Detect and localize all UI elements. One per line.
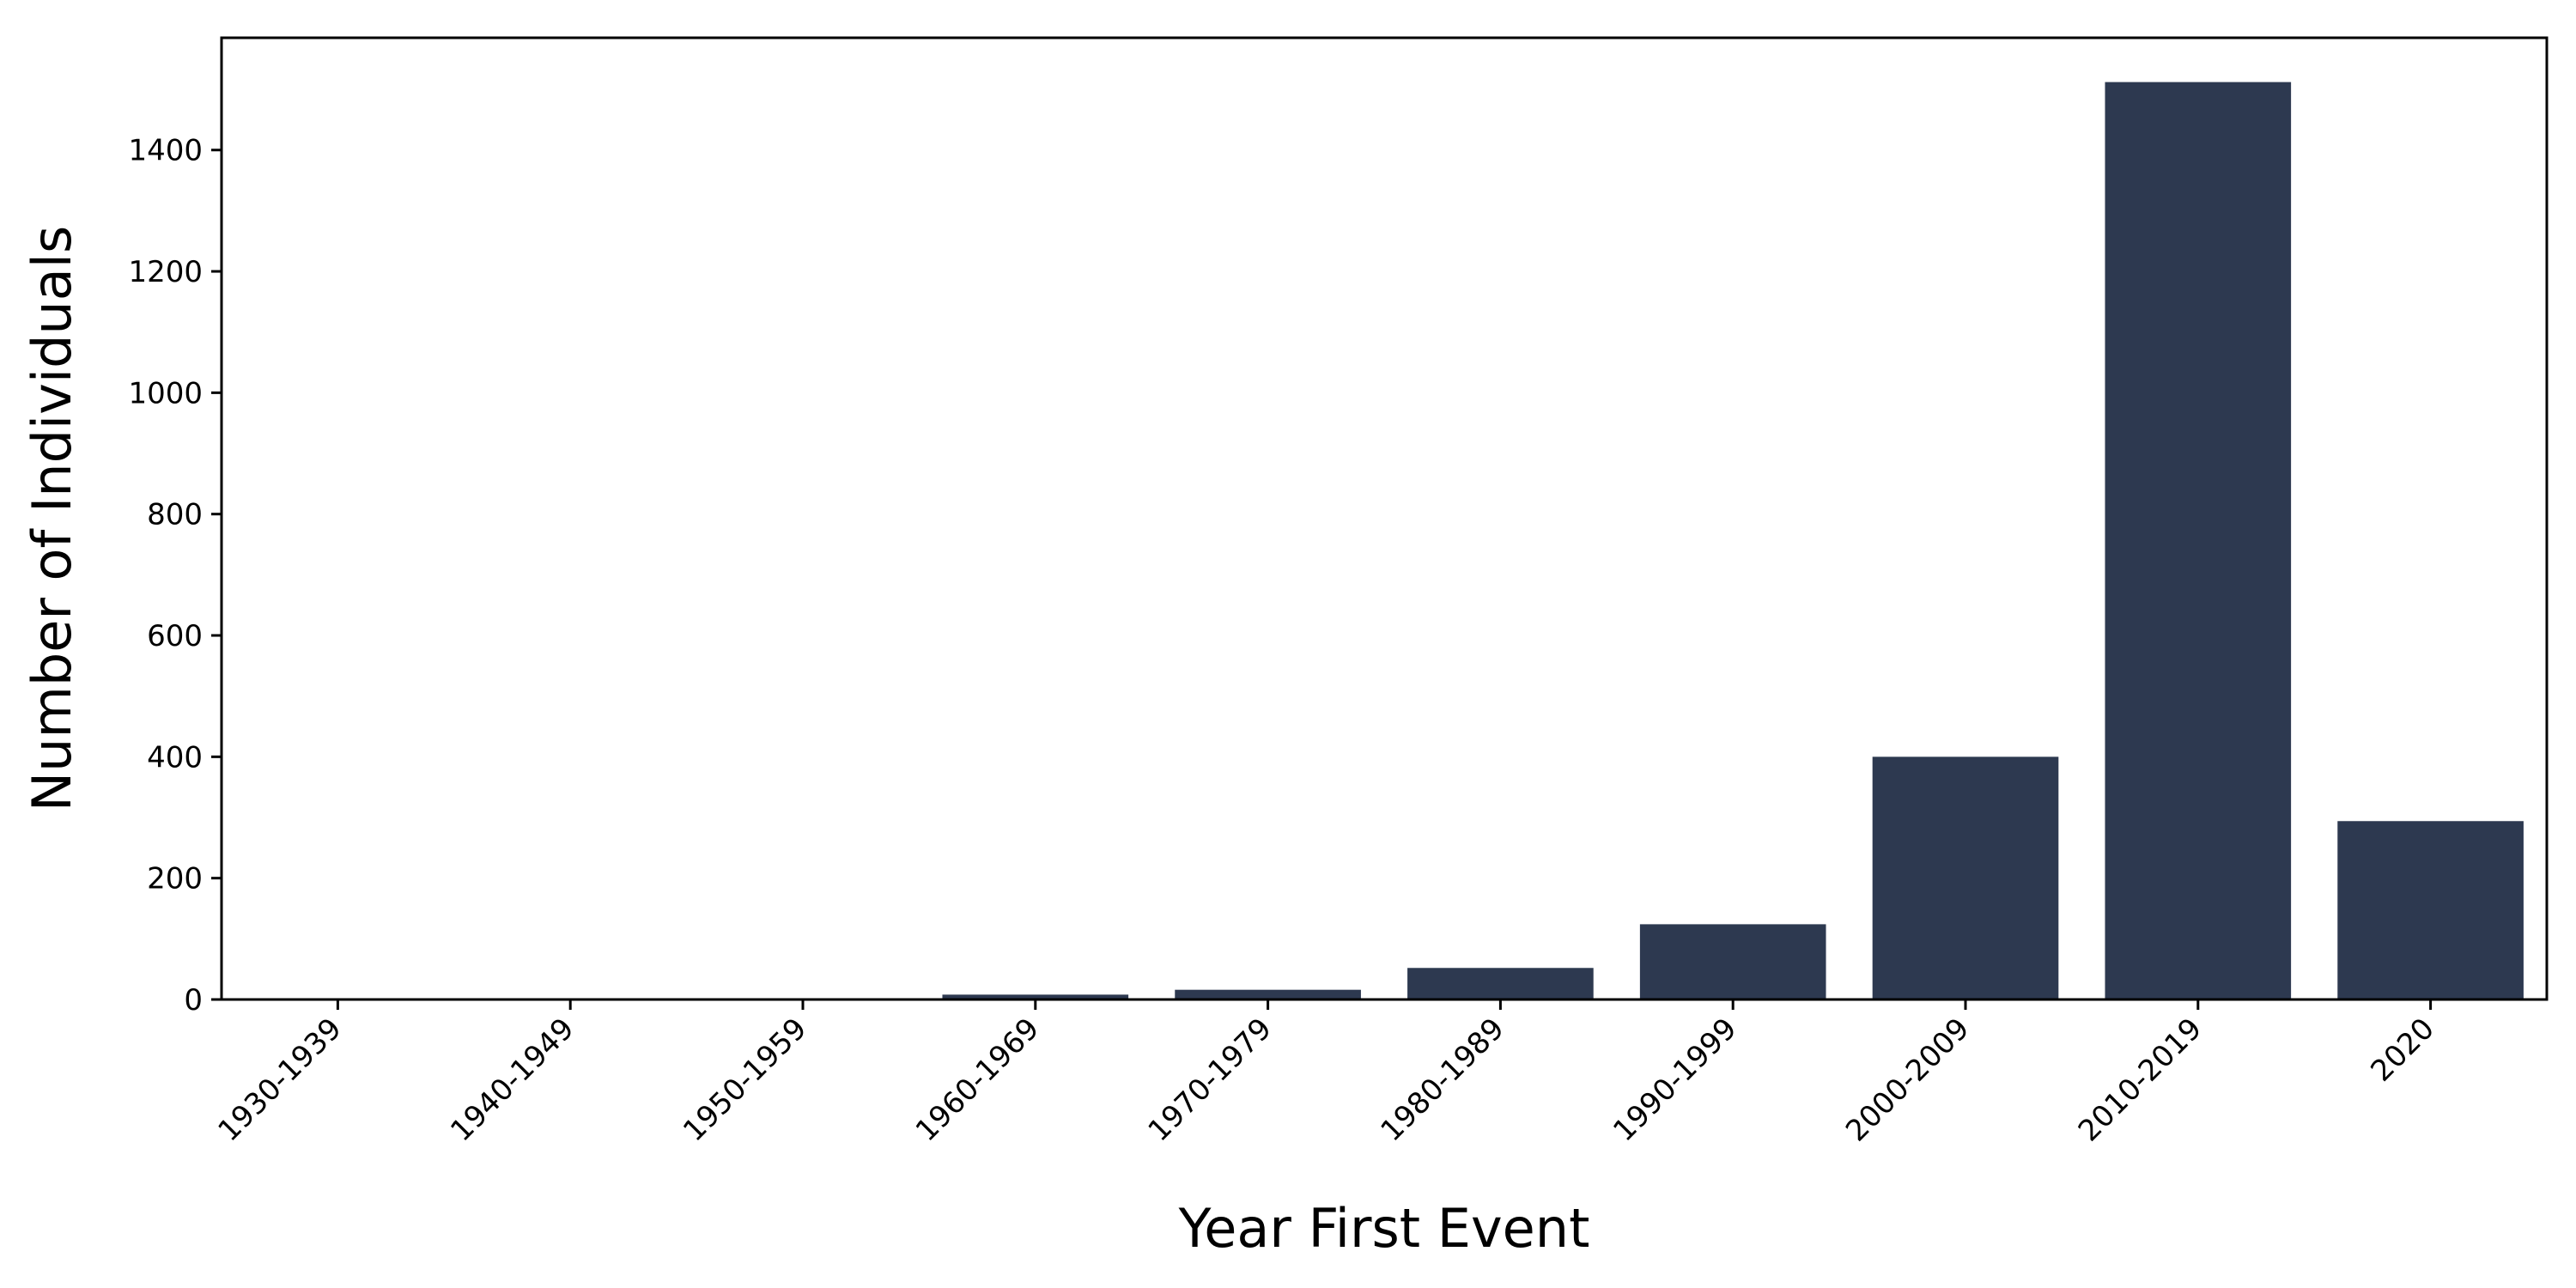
x-tick-label: 1990-1999 — [1607, 1012, 1743, 1148]
plot-frame — [220, 36, 2549, 1001]
x-tick-label: 1940-1949 — [444, 1012, 580, 1148]
bar-group — [245, 82, 2524, 999]
bar-2020 — [2337, 821, 2524, 999]
y-tick-label: 200 — [147, 862, 203, 896]
x-tick-label: 2020 — [2364, 1012, 2440, 1088]
x-tick-label: 2010-2019 — [2072, 1012, 2208, 1148]
bar-1980-1989 — [1407, 968, 1594, 999]
x-tick-label: 1960-1969 — [909, 1012, 1046, 1148]
y-tick-label: 1400 — [128, 134, 203, 168]
y-tick-label: 1200 — [128, 255, 203, 289]
x-tick-label: 1950-1959 — [677, 1012, 813, 1148]
y-tick-label: 800 — [147, 498, 203, 532]
y-tick-label: 1000 — [128, 376, 203, 410]
bar-1970-1979 — [1175, 989, 1361, 999]
y-tick-label: 0 — [184, 983, 203, 1018]
bar-1990-1999 — [1639, 924, 1826, 999]
x-axis-title: Year First Event — [1178, 1197, 1590, 1260]
y-axis: 0 200 400 600 800 1000 1200 1400 — [128, 134, 222, 1018]
bar-2000-2009 — [1872, 756, 2059, 999]
x-tick-label: 2000-2009 — [1839, 1012, 1976, 1148]
x-tick-label: 1930-1939 — [211, 1012, 348, 1148]
x-tick-label: 1980-1989 — [1374, 1012, 1510, 1148]
x-axis: 1930-1939 1940-1949 1950-1959 1960-1969 1970… — [211, 999, 2441, 1148]
x-tick-label: 1970-1979 — [1142, 1012, 1279, 1148]
bar-2010-2019 — [2105, 82, 2292, 999]
y-axis-title: Number of Individuals — [21, 226, 83, 811]
bar-1960-1969 — [942, 994, 1129, 999]
y-tick-label: 600 — [147, 619, 203, 653]
y-tick-label: 400 — [147, 740, 203, 775]
